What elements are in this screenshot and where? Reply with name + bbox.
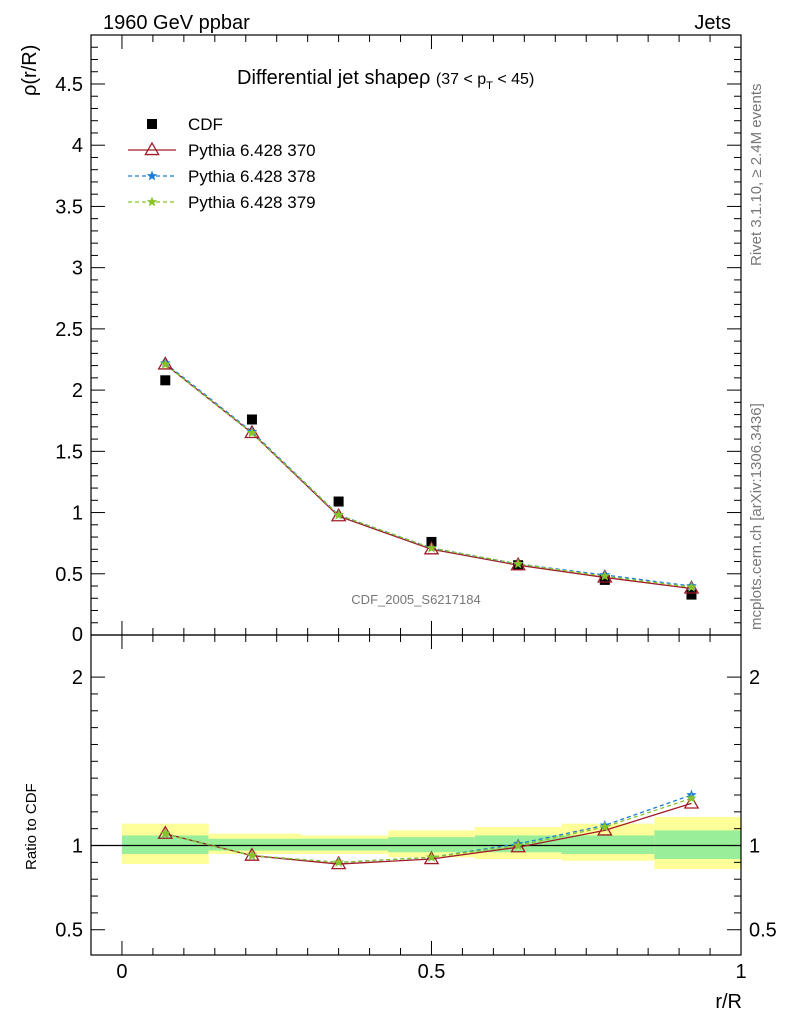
- data-point-pythia-6-428-370: [330, 507, 347, 522]
- data-point-pythia-6-428-379: [512, 558, 524, 569]
- main-ytick-label: 1.5: [55, 441, 83, 463]
- main-ytick-label: 1: [72, 503, 83, 525]
- legend: CDF Pythia 6.428 370 Pythia 6.428 378 Pythi…: [128, 115, 316, 212]
- legend-marker-pythia-6-428-379: [146, 196, 158, 207]
- legend-label-pythia-6-428-378: Pythia 6.428 378: [188, 167, 316, 186]
- ratio-frame: [90, 634, 742, 956]
- ratio-ytick-label-right: 0.5: [749, 920, 777, 942]
- main-ytick-label: 4.5: [55, 74, 83, 96]
- ratio-ytick-label-right: 2: [749, 667, 760, 689]
- data-point-cdf: [686, 589, 697, 600]
- legend-marker-pythia-6-428-378: [146, 170, 158, 181]
- data-point-pythia-6-428-370: [510, 556, 526, 571]
- legend-marker-pythia-6-428-370: [144, 141, 160, 156]
- ratio-point-pythia-6-428-379: [686, 792, 697, 803]
- ratio-ytick-label-left: 2: [72, 667, 83, 689]
- legend-label-pythia-6-428-379: Pythia 6.428 379: [188, 193, 316, 212]
- main-ytick-label: 4: [72, 135, 83, 157]
- data-point-pythia-6-428-379: [599, 570, 611, 581]
- analysis-id: CDF_2005_S6217184: [351, 592, 480, 607]
- ratio-point-pythia-6-428-370: [597, 822, 613, 836]
- ratio-xtick-label: 0: [116, 961, 127, 983]
- data-point-pythia-6-428-379: [333, 509, 344, 520]
- ratio-band-inner: [561, 835, 655, 854]
- ratio-point-pythia-6-428-379: [246, 850, 258, 861]
- data-point-pythia-6-428-379: [246, 427, 258, 438]
- main-ytick-label: 3: [72, 258, 83, 280]
- main-ytick-label: 2: [72, 380, 83, 402]
- series-line-pythia-6-428-370: [164, 363, 692, 590]
- main-title: Differential jet shapeρ (37 < pT < 45): [237, 67, 534, 92]
- main-ytick-label: 0.5: [55, 564, 83, 586]
- ratio-point-pythia-6-428-379: [160, 828, 171, 839]
- energy-label: 1960 GeV ppbar: [103, 12, 250, 34]
- ratio-ytick-label-left: 1: [72, 836, 83, 858]
- data-point-pythia-6-428-379: [686, 581, 697, 592]
- data-point-cdf: [160, 375, 171, 386]
- process-label: Jets: [694, 12, 731, 34]
- data-point-cdf: [333, 496, 344, 507]
- series-line-pythia-6-428-378: [164, 362, 692, 587]
- mcplots-label: mcplots.cern.ch [arXiv:1306.3436]: [748, 403, 765, 630]
- ratio-point-pythia-6-428-370: [423, 850, 440, 865]
- ratio-ytick-label-right: 1: [749, 836, 760, 858]
- ratio-point-pythia-6-428-370: [683, 795, 700, 809]
- ratio-point-pythia-6-428-370: [330, 855, 347, 870]
- ratio-band-inner: [121, 835, 209, 854]
- ratio-point-pythia-6-428-379: [333, 856, 344, 867]
- main-ytick-label: 3.5: [55, 196, 83, 218]
- data-point-pythia-6-428-370: [683, 580, 700, 594]
- main-panel: 0.5 1 1.5 2 2.5 3 3.5 4 4.5 0 Differential jet sh…: [19, 34, 742, 646]
- legend-label-cdf: CDF: [188, 115, 223, 134]
- data-point-cdf: [246, 414, 257, 425]
- ratio-point-pythia-6-428-379: [426, 851, 437, 862]
- main-ylabel: ρ(r/R): [19, 45, 41, 96]
- ratio-xtick-label: 0.5: [418, 961, 446, 983]
- ratio-band-inner: [301, 838, 389, 851]
- ratio-ytick-label-left: 0.5: [55, 920, 83, 942]
- data-point-pythia-6-428-379: [426, 542, 437, 553]
- legend-label-pythia-6-428-370: Pythia 6.428 370: [188, 141, 316, 160]
- data-point-pythia-6-428-370: [597, 569, 613, 583]
- main-ytick-label-zero: 0: [72, 624, 83, 646]
- main-ytick-label: 2.5: [55, 319, 83, 341]
- data-point-pythia-6-428-370: [423, 540, 440, 555]
- ratio-ylabel: Ratio to CDF: [23, 783, 40, 870]
- ratio-xtick-label: 1: [735, 961, 746, 983]
- ratio-panel: 0.5 0.51 12 20 0.5 1 Ratio to CDF r/R: [23, 634, 777, 1013]
- ratio-point-pythia-6-428-370: [510, 838, 526, 853]
- data-point-pythia-6-428-379: [160, 358, 171, 369]
- legend-marker-cdf: [147, 119, 157, 129]
- xlabel: r/R: [715, 991, 742, 1013]
- ratio-point-pythia-6-428-379: [512, 840, 524, 850]
- rivet-label: Rivet 3.1.10, ≥ 2.4M events: [748, 84, 765, 267]
- ratio-band-inner: [388, 837, 475, 853]
- ratio-band-inner: [208, 838, 302, 851]
- ratio-band-inner: [654, 830, 741, 859]
- data-point-cdf: [599, 574, 610, 585]
- ratio-point-pythia-6-428-379: [599, 821, 611, 832]
